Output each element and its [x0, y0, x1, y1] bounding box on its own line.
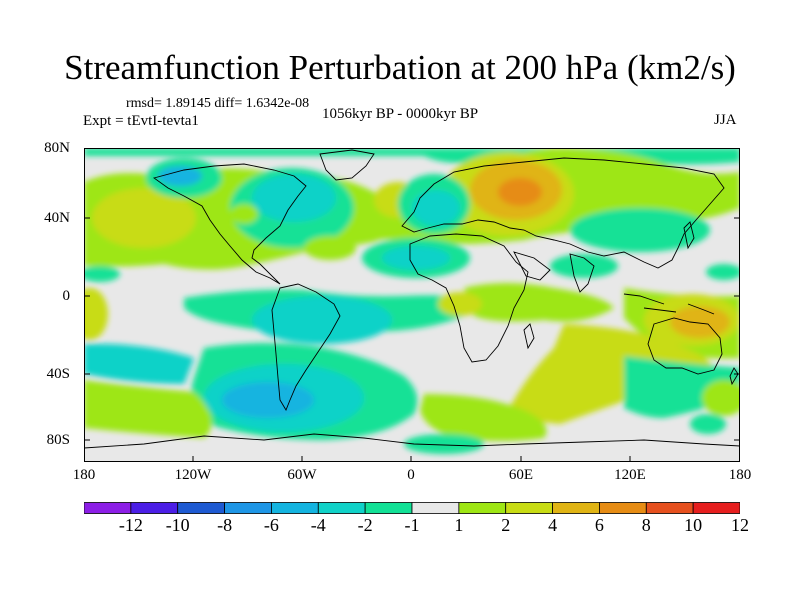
lon-label-120e: 120E	[614, 467, 646, 483]
period-label: 1056kyr BP - 0000kyr BP	[322, 106, 479, 122]
colorbar-swatch	[505, 502, 553, 514]
colorbar-label: 2	[501, 515, 511, 535]
colorbar-swatch	[271, 502, 319, 514]
colorbar-swatch	[317, 502, 366, 514]
colorbar-swatch	[130, 502, 179, 514]
colorbar-label: -4	[310, 515, 326, 535]
colorbar-swatch	[599, 502, 647, 514]
coastlines	[84, 149, 740, 449]
lat-label-40s: 40S	[46, 366, 70, 382]
colorbar-label: -6	[263, 515, 279, 535]
colorbar-swatch	[552, 502, 600, 514]
colorbar-swatch	[692, 502, 740, 514]
colorbar-label: -1	[404, 515, 420, 535]
lat-label-80s: 80S	[46, 432, 70, 448]
colorbar-label: 12	[731, 515, 749, 535]
lat-label-80n: 80N	[44, 140, 70, 156]
lon-label-60e: 60E	[508, 467, 534, 483]
plot-title: Streamfunction Perturbation at 200 hPa (…	[64, 48, 736, 87]
colorbar-swatch	[645, 502, 694, 514]
colorbar-label: -8	[217, 515, 233, 535]
colorbar-swatch	[458, 502, 507, 514]
lon-label-120w: 120W	[174, 467, 212, 483]
lat-label-0: 0	[62, 288, 71, 304]
colorbar-label: -2	[357, 515, 373, 535]
lon-label-60w: 60W	[287, 467, 317, 483]
map-frame	[84, 148, 740, 462]
colorbar-swatch	[177, 502, 225, 514]
colorbar-label: 4	[548, 515, 558, 535]
season-label: JJA	[714, 112, 737, 128]
lon-label-180-east: 180	[728, 467, 752, 483]
colorbar-label: 10	[684, 515, 703, 535]
experiment-label: Expt = tEvtI-tevta1	[83, 113, 199, 129]
colorbar-swatch	[411, 502, 460, 514]
colorbar-label: 1	[454, 515, 464, 535]
colorbar-label: -12	[118, 515, 143, 535]
colorbar-label: -10	[165, 515, 190, 535]
colorbar-label: 6	[594, 515, 604, 535]
lat-label-40n: 40N	[44, 210, 70, 226]
colorbar-swatch	[224, 502, 272, 514]
lon-label-180-west: 180	[72, 467, 96, 483]
colorbar-swatch	[364, 502, 413, 514]
colorbar-swatch	[84, 502, 132, 514]
colorbar-label: 8	[641, 515, 651, 535]
streamfunction-map	[84, 148, 740, 462]
lon-label-0: 0	[407, 467, 415, 483]
rmsd-stats: rmsd= 1.89145 diff= 1.6342e-08	[126, 96, 310, 111]
colorbar	[84, 502, 740, 514]
contour-fills	[84, 148, 740, 462]
